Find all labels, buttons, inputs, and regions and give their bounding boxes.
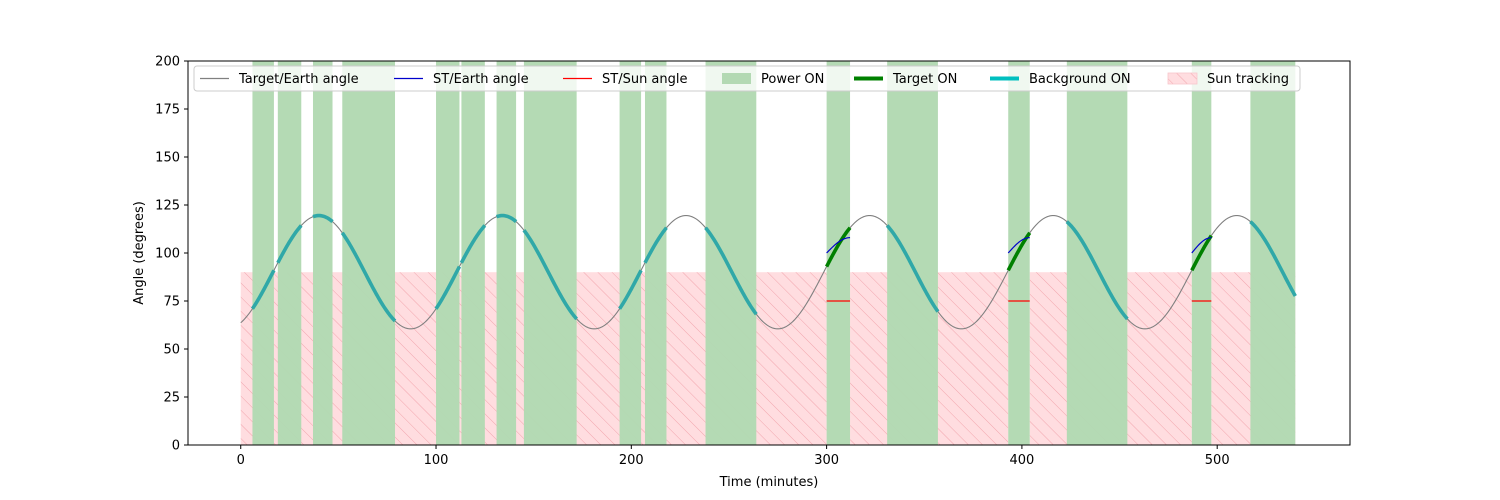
y-tick-label: 50 [163, 343, 180, 358]
background-on-segment [1249, 220, 1297, 297]
background-on-segment [459, 224, 487, 264]
y-tick-label: 125 [155, 199, 180, 214]
legend-label: Sun tracking [1207, 72, 1289, 87]
background-on-segment [522, 229, 578, 321]
power-on-band [312, 61, 333, 445]
x-tick-label: 400 [1009, 453, 1034, 468]
power-on-band [619, 61, 642, 445]
background-on-segment [885, 224, 940, 313]
legend-label: Target/Earth angle [238, 72, 359, 87]
st-earth-angle-segment [1007, 237, 1030, 254]
legend-item: Background ON [990, 72, 1131, 87]
axes: 0 100 200 300 400 500 0 25 50 75 100 125 150 175 200 [155, 55, 1229, 469]
y-tick-label: 75 [163, 295, 180, 310]
sun-tracking-regions [240, 272, 1296, 445]
y-axis-label: Angle (degrees) [132, 201, 147, 305]
legend-item: ST/Sun angle [563, 72, 688, 87]
legend-item: ST/Earth angle [394, 72, 529, 87]
legend-label: ST/Earth angle [433, 72, 529, 87]
legend-swatch [722, 73, 751, 84]
power-on-band [826, 61, 851, 445]
y-tick-label: 200 [155, 55, 180, 70]
legend-item: Sun tracking [1167, 72, 1289, 87]
power-on-band [436, 61, 460, 445]
background-on-segment [618, 269, 643, 310]
y-tick-label: 175 [155, 103, 180, 118]
legend-label: Target ON [892, 72, 957, 87]
power-on-band [461, 61, 485, 445]
legend-item: Power ON [722, 72, 824, 87]
power-on-band [252, 61, 274, 445]
legend-label: Background ON [1029, 72, 1131, 87]
background-on-segment [643, 226, 668, 264]
y-tick-label: 0 [172, 439, 180, 454]
power-on-band [705, 61, 757, 445]
st-earth-angle-segment [1191, 237, 1212, 254]
y-tick-label: 150 [155, 151, 180, 166]
y-tick-label: 100 [155, 247, 180, 262]
target-on-segment [1190, 234, 1213, 272]
st-earth-angle-segment [826, 237, 851, 254]
x-tick-label: 300 [814, 453, 839, 468]
background-on-segment [434, 265, 462, 310]
target-on-segment [825, 226, 852, 268]
background-on-segment [340, 231, 397, 323]
background-on-segment [1065, 220, 1129, 321]
legend-label: Power ON [761, 72, 824, 87]
background-on-segment [250, 269, 276, 310]
background-on-segment [495, 213, 518, 224]
legend: Target/Earth angle ST/Earth angle ST/Sun a… [193, 65, 1301, 92]
x-tick-label: 0 [237, 453, 245, 468]
legend-item: Target/Earth angle [200, 72, 359, 87]
legend-item: Target ON [854, 72, 957, 87]
legend-swatch [1167, 72, 1198, 85]
power-on-band [342, 61, 396, 445]
background-on-segment [704, 226, 758, 316]
background-on-segment [276, 224, 303, 264]
legend-label: ST/Sun angle [602, 72, 688, 87]
x-tick-label: 200 [619, 453, 644, 468]
series-lines [240, 213, 1297, 330]
x-axis-label: Time (minutes) [719, 475, 819, 490]
power-on-band [1066, 61, 1128, 445]
y-tick-label: 25 [163, 391, 180, 406]
power-on-band [496, 61, 517, 445]
x-tick-label: 500 [1205, 453, 1230, 468]
power-on-band [887, 61, 938, 445]
power-on-band [644, 61, 667, 445]
power-on-band [523, 61, 577, 445]
x-tick-label: 100 [424, 453, 449, 468]
power-on-band [277, 61, 302, 445]
background-on-segment [312, 213, 334, 224]
